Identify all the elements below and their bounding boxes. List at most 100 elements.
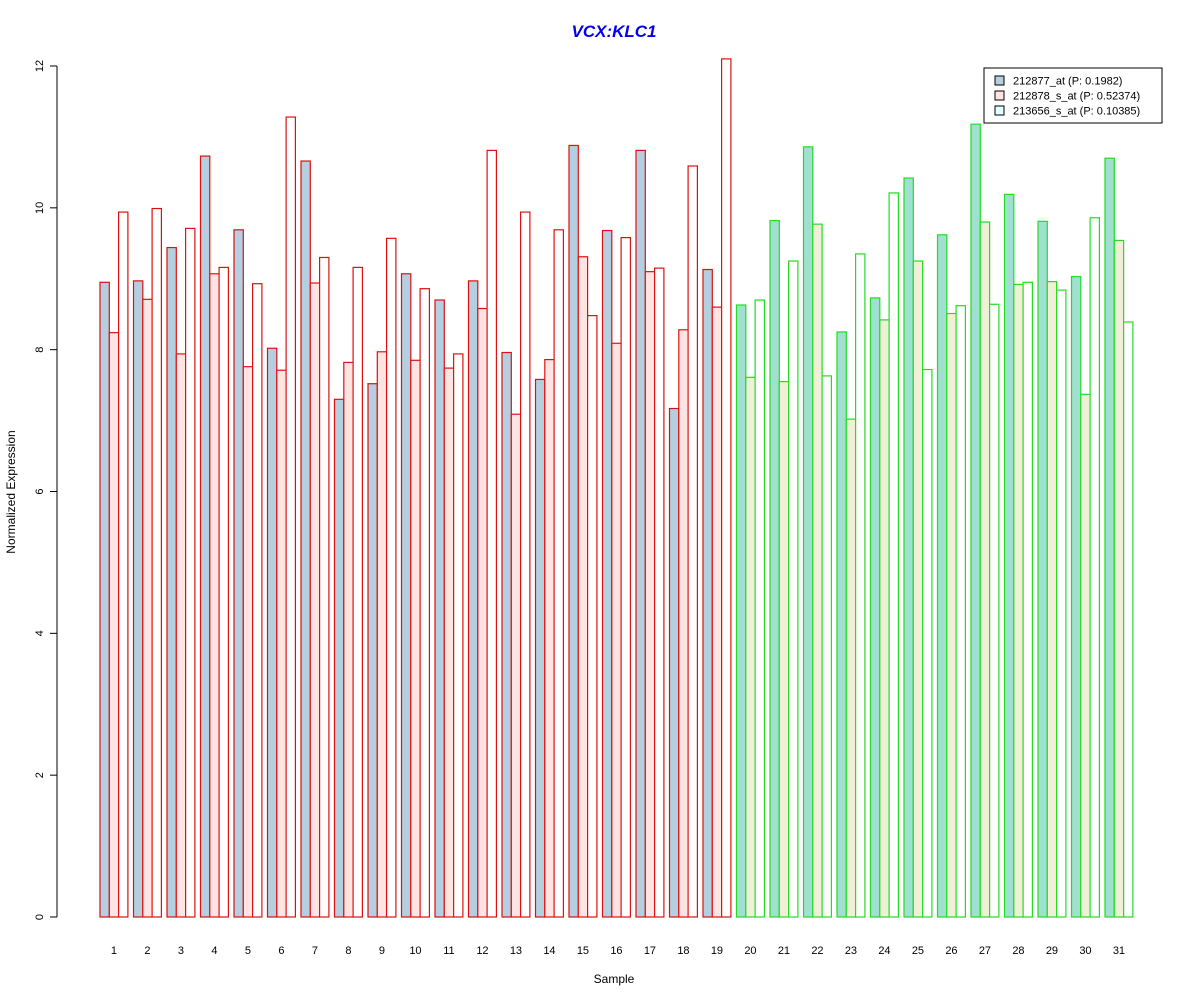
y-tick-label: 12 (34, 60, 46, 72)
bar (611, 342, 622, 918)
x-tick-label: 16 (610, 945, 622, 957)
bar (132, 280, 144, 918)
bars (99, 58, 1134, 918)
bar (812, 223, 823, 918)
x-tick-label: 21 (778, 945, 790, 957)
bar (333, 398, 345, 918)
bar (745, 376, 756, 918)
bar (233, 229, 244, 918)
bar (1080, 393, 1091, 918)
x-tick-label: 11 (443, 945, 454, 957)
bar (711, 306, 723, 918)
bar (912, 260, 924, 918)
bar (434, 299, 445, 918)
y-axis-label: Normalized Expression (4, 430, 18, 553)
legend: 212877_at (P: 0.1982) 212878_s_at (P: 0.5… (983, 67, 1163, 124)
x-tick-label: 7 (312, 945, 318, 957)
x-tick-label: 27 (979, 945, 991, 957)
bar (400, 273, 412, 918)
bar (534, 378, 546, 918)
bar (1037, 220, 1048, 918)
bar (553, 229, 564, 918)
bar (921, 368, 933, 918)
y-tick-label: 10 (34, 202, 46, 214)
bar (787, 260, 799, 918)
bar (735, 304, 747, 918)
bar (519, 211, 531, 918)
bar (453, 353, 464, 918)
bar (410, 359, 421, 918)
bar (276, 369, 287, 918)
legend-entry: 213656_s_at (P: 0.10385) (1013, 106, 1140, 118)
bar (836, 331, 847, 918)
x-tick-label: 18 (677, 945, 689, 957)
bar (653, 267, 665, 918)
y-tick-label: 8 (34, 347, 46, 353)
bar (821, 375, 832, 918)
bar (544, 358, 555, 918)
bar (242, 366, 254, 918)
bar (601, 229, 613, 918)
bar (218, 266, 230, 918)
x-tick-label: 15 (577, 945, 589, 957)
bar (443, 367, 455, 918)
bar (1013, 283, 1024, 918)
chart-title: VCX:KLC1 (571, 22, 656, 41)
bar (879, 319, 890, 918)
bar (769, 219, 780, 918)
x-tick-label: 25 (912, 945, 924, 957)
bar (754, 299, 765, 918)
bar (175, 353, 187, 918)
x-tick-label: 5 (245, 945, 251, 957)
x-tick-label: 3 (178, 945, 184, 957)
bar (376, 351, 388, 918)
bar (955, 305, 966, 918)
bar (854, 253, 866, 918)
bar (142, 298, 153, 918)
x-tick-label: 4 (211, 945, 217, 957)
bar (802, 146, 814, 918)
x-axis-label: Sample (594, 972, 635, 986)
x-tick-label: 14 (543, 945, 555, 957)
bar (99, 281, 110, 918)
y-axis: 0 2 4 6 8 10 12 (34, 60, 58, 920)
legend-swatch (994, 90, 1005, 101)
y-tick-label: 2 (34, 772, 46, 778)
bar (486, 149, 498, 918)
x-tick-label: 29 (1046, 945, 1058, 957)
bar (936, 234, 948, 918)
legend-entry: 212878_s_at (P: 0.52374) (1013, 91, 1140, 103)
bar (300, 160, 311, 918)
bar (1003, 193, 1015, 918)
bar (644, 271, 656, 918)
bar (1055, 289, 1067, 918)
bar (309, 282, 321, 918)
x-tick-label: 28 (1012, 945, 1024, 957)
bar (577, 256, 589, 918)
bar (903, 177, 914, 918)
legend-box (983, 67, 1163, 124)
bar (1046, 280, 1058, 918)
y-tick-label: 0 (34, 914, 46, 920)
x-tick-label: 30 (1079, 945, 1091, 957)
bar (199, 155, 211, 918)
x-tick-label: 19 (711, 945, 723, 957)
y-tick-label: 4 (34, 630, 46, 636)
bar (1113, 239, 1125, 918)
bar (620, 237, 631, 918)
bar (687, 165, 698, 918)
bar (778, 380, 790, 918)
x-tick-label: 22 (811, 945, 823, 957)
x-tick-label: 31 (1113, 945, 1125, 957)
bar (888, 192, 899, 918)
legend-entry: 212877_at (P: 0.1982) (1013, 76, 1122, 88)
bar (635, 149, 646, 918)
bar (979, 221, 991, 918)
bar (151, 207, 163, 918)
x-tick-labels: 1 2 3 4 5 6 7 8 9 10 11 12 13 14 15 16 17 18 19 20 21 22 23 24 2… (111, 945, 1125, 957)
bar (1022, 281, 1033, 918)
bar (367, 383, 378, 918)
bar (586, 315, 598, 918)
